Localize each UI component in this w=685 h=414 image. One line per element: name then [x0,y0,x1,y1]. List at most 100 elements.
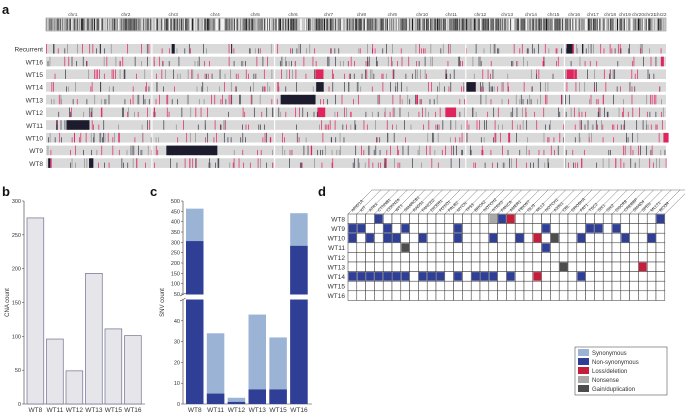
cna-mark [362,73,363,79]
cna-mark [461,149,463,156]
mutation-cell [348,224,357,233]
cna-mark [70,149,71,156]
cna-mark [323,99,324,105]
table-cell [426,261,437,272]
cna-mark [527,48,529,54]
cna-mark [89,107,91,118]
y-tick-label: 0 [18,402,21,408]
cna-mark [108,86,110,92]
ideogram-band [264,18,265,31]
cna-mark [134,137,136,143]
ideogram-band [463,18,465,31]
ideogram-band [294,18,296,31]
cna-mark [281,56,283,67]
cna-mark [249,48,251,54]
cna-mark [523,82,525,92]
cna-mark [569,94,570,105]
ideogram-band [422,18,424,31]
ideogram-band [237,18,238,31]
ideogram-band [205,18,206,31]
mutation-cell [418,233,427,243]
table-cell [374,252,384,263]
cna-mark [342,124,344,130]
ideogram-band [569,18,570,31]
table-cell [541,261,551,272]
cna-mark [286,69,288,79]
ideogram-band [472,18,474,31]
ideogram-band [658,18,660,31]
ideogram-band [612,18,614,31]
cna-mark [216,132,217,143]
ideogram-band [611,18,612,31]
panel-letter-a: a [2,2,10,17]
cna-mark [309,44,311,54]
cna-mark [508,86,509,92]
table-cell [488,223,498,234]
cna-mark [460,124,462,130]
table-cell [365,280,375,292]
ideogram-band [369,18,371,31]
ideogram-band [548,18,549,31]
cna-mark [444,86,445,92]
x-category-label: WT13 [85,407,103,414]
cna-mark [649,48,650,54]
cna-mark [591,132,592,143]
cna-mark [210,162,212,168]
ideogram-band [127,18,129,31]
ideogram-band [485,18,487,31]
cna-mark [542,61,544,67]
header-diagonal [444,189,469,215]
cna-mark [365,61,367,67]
cna-mark [492,162,493,168]
cna-mark [466,120,468,130]
cna-mark [653,94,655,105]
ideogram-band [257,18,259,31]
cna-mark [415,44,417,54]
snv-bar-nonsynonymous [269,389,287,404]
cna-mark [131,145,133,156]
y-axis-title: CNA count [5,288,11,317]
ideogram-band [231,18,233,31]
cna-mark [363,149,365,156]
cna-mark [639,44,641,54]
cna-block [53,44,55,54]
ideogram-band [278,18,280,31]
table-cell [479,213,490,224]
mutation-cell [392,233,401,243]
ideogram-band [491,18,493,31]
table-cell [470,252,481,263]
ideogram-band [112,18,114,31]
ideogram-band [487,18,489,31]
ideogram-band [642,18,643,31]
ideogram-band [184,18,186,31]
ideogram-band [660,18,662,31]
cna-mark [163,86,164,92]
ideogram-band [523,18,524,31]
cna-mark [574,137,576,143]
table-cell [655,223,666,234]
cna-mark [410,124,412,130]
cna-mark [154,162,155,168]
ideogram-band [367,18,368,31]
header-diagonal [532,189,557,215]
ideogram-band [280,18,281,31]
cna-mark [609,73,610,79]
cna-mark [103,56,105,67]
cna-mark [80,132,82,143]
cna-mark [537,158,539,168]
y-tick-label: 400 [171,220,180,226]
ideogram-band [638,18,640,31]
ideogram-band [109,18,111,31]
cna-mark [224,120,226,130]
ideogram-band [591,18,593,31]
cna-mark [279,61,281,67]
ideogram-band [212,18,214,31]
cna-mark [584,82,586,92]
table-cell [426,232,437,244]
ideogram-band [372,18,374,31]
row-label: WT8 [331,216,345,223]
table-cell [347,252,358,263]
ideogram-band [491,18,492,31]
table-cell [426,213,437,224]
cna-mark [655,124,657,130]
